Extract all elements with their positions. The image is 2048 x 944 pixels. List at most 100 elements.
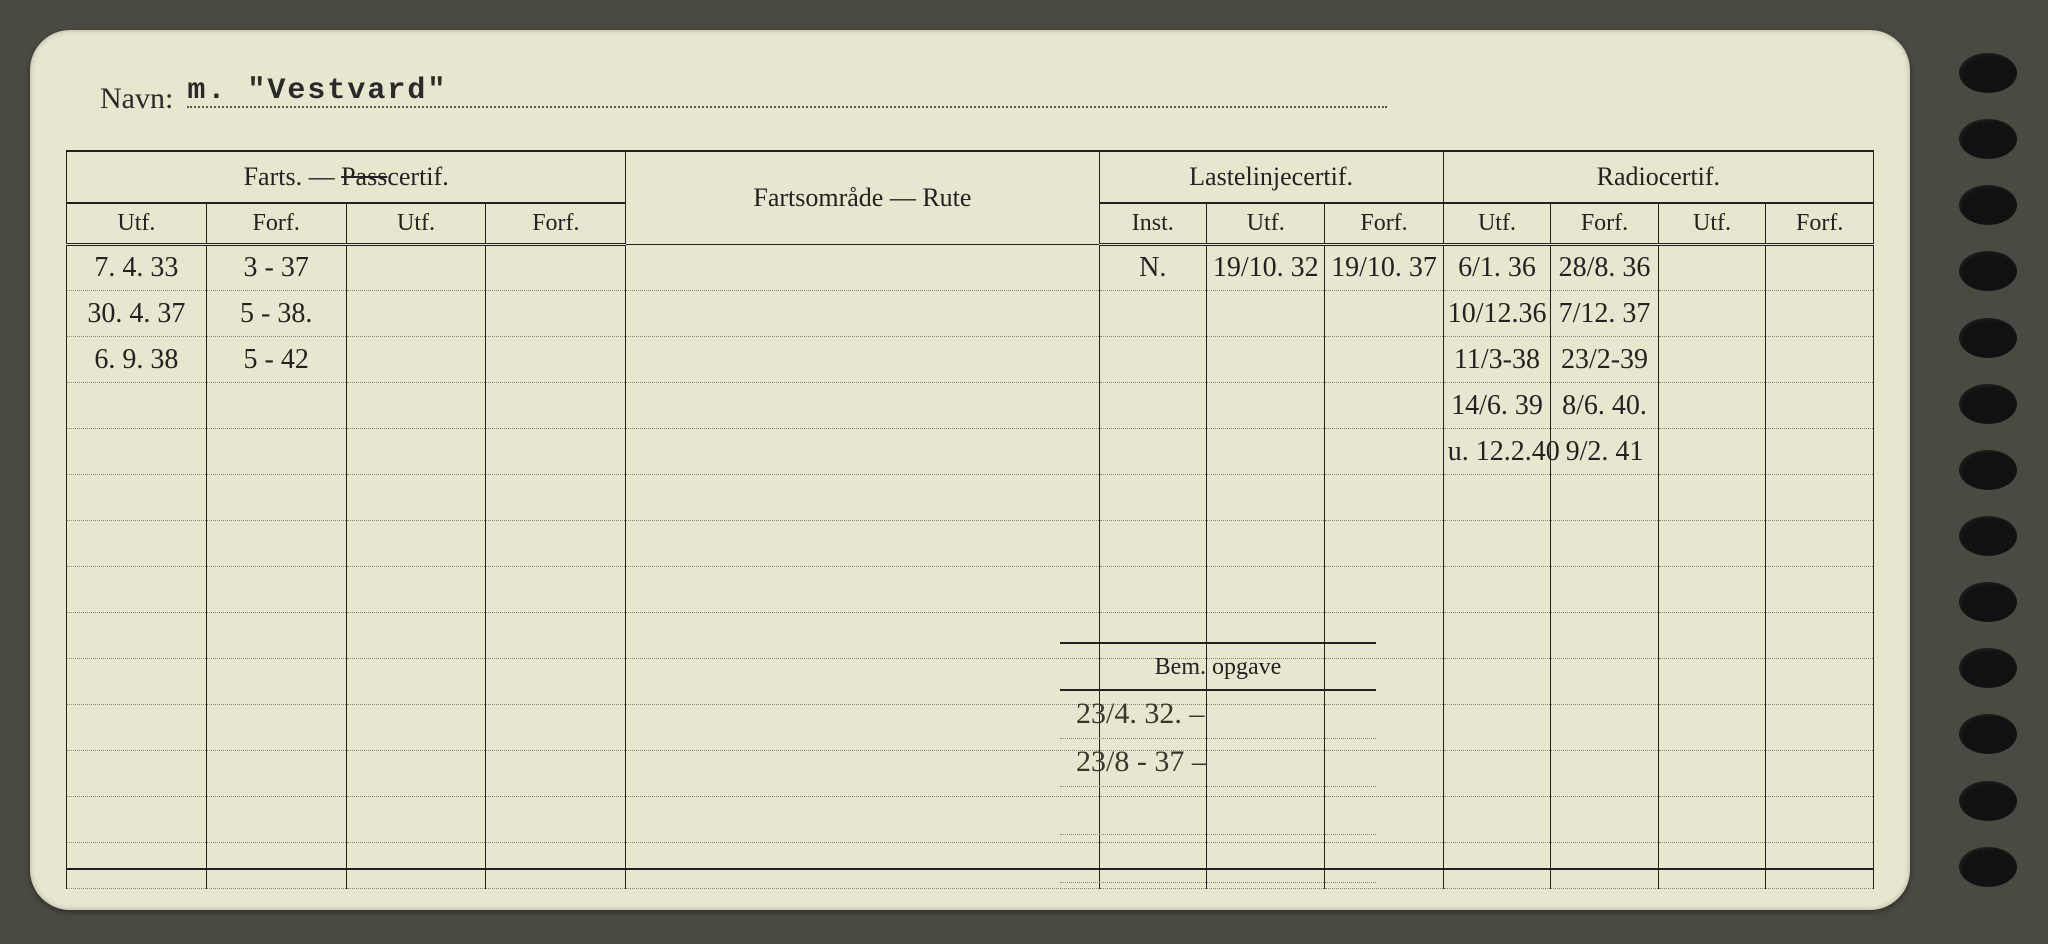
cell	[486, 567, 626, 613]
cell: 19/10. 32	[1207, 245, 1325, 291]
cell	[206, 475, 346, 521]
cell	[1099, 475, 1207, 521]
cell	[346, 751, 486, 797]
cell	[67, 567, 207, 613]
cell	[1325, 337, 1443, 383]
cell	[206, 521, 346, 567]
punch-hole	[1959, 119, 2017, 159]
cell	[1443, 751, 1551, 797]
cell	[1551, 521, 1659, 567]
cell: 28/8. 36	[1551, 245, 1659, 291]
cell	[1766, 383, 1874, 429]
cell	[626, 291, 1099, 337]
cell	[486, 797, 626, 843]
cell	[1207, 521, 1325, 567]
cell	[626, 659, 1099, 705]
cell	[1766, 567, 1874, 613]
cell	[346, 383, 486, 429]
cell	[1658, 429, 1766, 475]
cell	[486, 705, 626, 751]
cell	[1658, 613, 1766, 659]
cell	[1551, 567, 1659, 613]
sub-radio-forf2: Forf.	[1766, 203, 1874, 245]
cell	[486, 613, 626, 659]
cell	[486, 383, 626, 429]
cell	[67, 797, 207, 843]
cell	[1099, 567, 1207, 613]
sub-laste-utf: Utf.	[1207, 203, 1325, 245]
cell	[1443, 613, 1551, 659]
cell	[1443, 705, 1551, 751]
cell	[1551, 843, 1659, 889]
cell	[67, 521, 207, 567]
cell	[346, 567, 486, 613]
cell	[1099, 291, 1207, 337]
sub-radio-forf1: Forf.	[1551, 203, 1659, 245]
header-farts: Farts. — Passcertif.	[67, 151, 626, 203]
cell	[486, 245, 626, 291]
punch-hole	[1959, 582, 2017, 622]
cell	[1658, 337, 1766, 383]
index-card: Navn: m. "Vestvard" Farts. — Passcertif.…	[30, 30, 1910, 910]
cell	[67, 705, 207, 751]
table-row	[67, 843, 1874, 889]
cell	[1658, 797, 1766, 843]
cell	[486, 429, 626, 475]
sub-farts-utf2: Utf.	[346, 203, 486, 245]
cell	[346, 705, 486, 751]
sub-laste-inst: Inst.	[1099, 203, 1207, 245]
cell	[1658, 567, 1766, 613]
cell	[1766, 797, 1874, 843]
cell	[626, 705, 1099, 751]
punch-hole	[1959, 53, 2017, 93]
cell	[346, 797, 486, 843]
bottom-rule	[66, 868, 1874, 870]
punch-hole	[1959, 185, 2017, 225]
cell	[1658, 291, 1766, 337]
cell	[67, 429, 207, 475]
bem-row	[1060, 787, 1376, 835]
cell	[1766, 475, 1874, 521]
navn-value: m. "Vestvard"	[187, 74, 447, 108]
cell	[1207, 567, 1325, 613]
cell	[67, 751, 207, 797]
cell	[1099, 429, 1207, 475]
cell	[1658, 475, 1766, 521]
table-row	[67, 751, 1874, 797]
table-row	[67, 613, 1874, 659]
bem-row	[1060, 883, 1376, 910]
cell	[1658, 659, 1766, 705]
cell	[626, 567, 1099, 613]
navn-row: Navn: m. "Vestvard"	[100, 78, 1387, 116]
punch-hole	[1959, 516, 2017, 556]
cell	[1658, 383, 1766, 429]
cell	[346, 337, 486, 383]
table-row: 6. 9. 385 - 4211/3-3823/2-39	[67, 337, 1874, 383]
cell: 30. 4. 37	[67, 291, 207, 337]
cell: 14/6. 39	[1443, 383, 1551, 429]
sub-radio-utf1: Utf.	[1443, 203, 1551, 245]
punch-hole	[1959, 318, 2017, 358]
sub-farts-forf2: Forf.	[486, 203, 626, 245]
table-row	[67, 705, 1874, 751]
cell	[1658, 751, 1766, 797]
sub-farts-utf1: Utf.	[67, 203, 207, 245]
cell: 6/1. 36	[1443, 245, 1551, 291]
cell	[1325, 291, 1443, 337]
bem-row	[1060, 835, 1376, 883]
cell	[1551, 705, 1659, 751]
cell	[346, 429, 486, 475]
header-farts-text: Farts. — Passcertif.	[244, 162, 449, 191]
cell	[1443, 567, 1551, 613]
cell	[1207, 475, 1325, 521]
cell	[626, 337, 1099, 383]
cell	[206, 567, 346, 613]
cell	[1325, 521, 1443, 567]
punch-hole	[1959, 450, 2017, 490]
cell	[1443, 475, 1551, 521]
table-row	[67, 567, 1874, 613]
cell: 10/12.36	[1443, 291, 1551, 337]
cell	[626, 521, 1099, 567]
cell	[1325, 475, 1443, 521]
sub-farts-forf1: Forf.	[206, 203, 346, 245]
